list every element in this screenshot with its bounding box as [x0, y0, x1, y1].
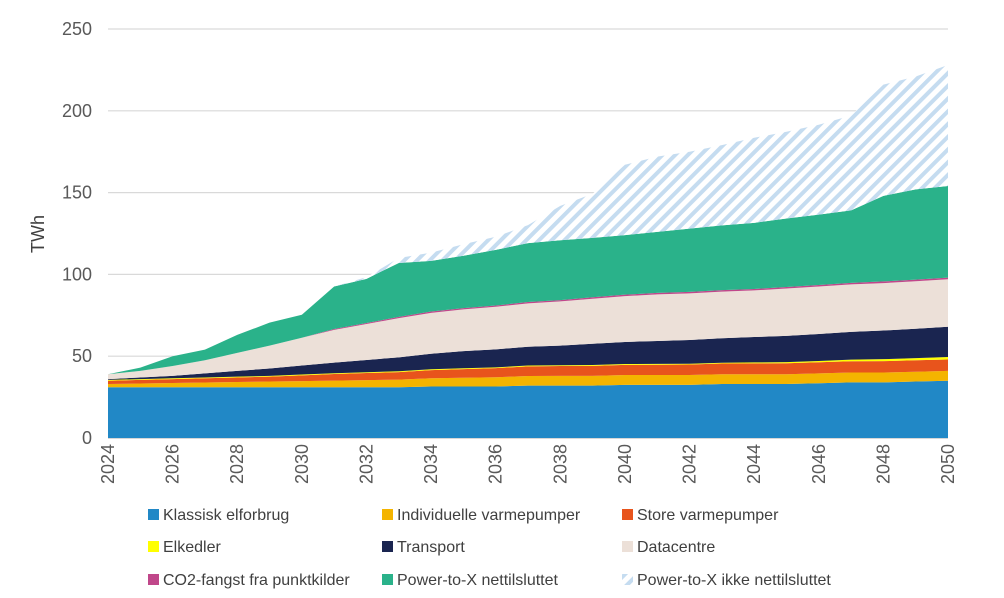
y-tick-label: 150: [62, 183, 92, 203]
y-axis-title: TWh: [28, 215, 48, 253]
legend-swatch: [382, 541, 393, 552]
x-tick-label: 2032: [356, 444, 376, 484]
x-tick-label: 2040: [615, 444, 635, 484]
legend-swatch: [622, 541, 633, 552]
x-tick-label: 2024: [98, 444, 118, 484]
legend-item: CO2-fangst fra punktkilder: [148, 572, 350, 589]
legend: Klassisk elforbrug Individuelle varmepump…: [148, 507, 831, 589]
y-tick-label: 50: [72, 346, 92, 366]
x-tick-label: 2036: [486, 444, 506, 484]
area-elkedler: [108, 357, 948, 381]
legend-label: Elkedler: [163, 539, 221, 556]
y-tick-label: 0: [82, 428, 92, 448]
area-power-to-x-nettilsluttet: [108, 186, 948, 375]
legend-swatch: [622, 509, 633, 520]
y-tick-label: 250: [62, 19, 92, 39]
x-tick-label: 2026: [163, 444, 183, 484]
x-tick-label: 2038: [550, 444, 570, 484]
legend-item: Power-to-X ikke nettilsluttet: [622, 572, 831, 589]
legend-swatch: [148, 509, 159, 520]
legend-item: Store varmepumper: [622, 507, 779, 524]
legend-item: Individuelle varmepumper: [382, 507, 581, 524]
x-tick-label: 2050: [938, 444, 958, 484]
x-axis-ticks: 2024 2026 2028 2030 2032 2034 2036 2038 2040 2042…: [98, 444, 958, 484]
legend-item: Transport: [382, 539, 465, 556]
legend-label: Transport: [397, 539, 465, 556]
area-store-varmepumper: [108, 359, 948, 385]
legend-label: Store varmepumper: [637, 507, 779, 524]
legend-swatch: [382, 574, 393, 585]
y-axis-ticks: 0 50 100 150 200 250: [62, 19, 92, 448]
legend-swatch: [622, 574, 633, 585]
area-klassisk-elforbrug: [108, 380, 948, 438]
legend-item: Elkedler: [148, 539, 221, 556]
area-series: [108, 64, 948, 438]
legend-swatch: [148, 574, 159, 585]
x-tick-label: 2048: [873, 444, 893, 484]
area-transport: [108, 326, 948, 380]
legend-swatch: [148, 541, 159, 552]
x-tick-label: 2028: [227, 444, 247, 484]
legend-item: Power-to-X nettilsluttet: [382, 572, 559, 589]
legend-label: Individuelle varmepumper: [397, 507, 581, 524]
x-tick-label: 2030: [292, 444, 312, 484]
area-power-to-x-ikke-nettilsluttet: [108, 64, 948, 375]
legend-label: CO2-fangst fra punktkilder: [163, 572, 350, 589]
legend-item: Datacentre: [622, 539, 715, 556]
y-tick-label: 200: [62, 101, 92, 121]
x-tick-label: 2034: [421, 444, 441, 484]
y-tick-label: 100: [62, 264, 92, 284]
legend-label: Power-to-X ikke nettilsluttet: [637, 572, 831, 589]
area-datacentre: [108, 279, 948, 380]
x-tick-label: 2044: [744, 444, 764, 484]
legend-label: Power-to-X nettilsluttet: [397, 572, 559, 589]
legend-item: Klassisk elforbrug: [148, 507, 289, 524]
area-individuelle-varmepumper: [108, 370, 948, 388]
legend-label: Datacentre: [637, 539, 715, 556]
x-tick-label: 2046: [809, 444, 829, 484]
legend-swatch: [382, 509, 393, 520]
x-tick-label: 2042: [680, 444, 700, 484]
legend-label: Klassisk elforbrug: [163, 507, 289, 524]
